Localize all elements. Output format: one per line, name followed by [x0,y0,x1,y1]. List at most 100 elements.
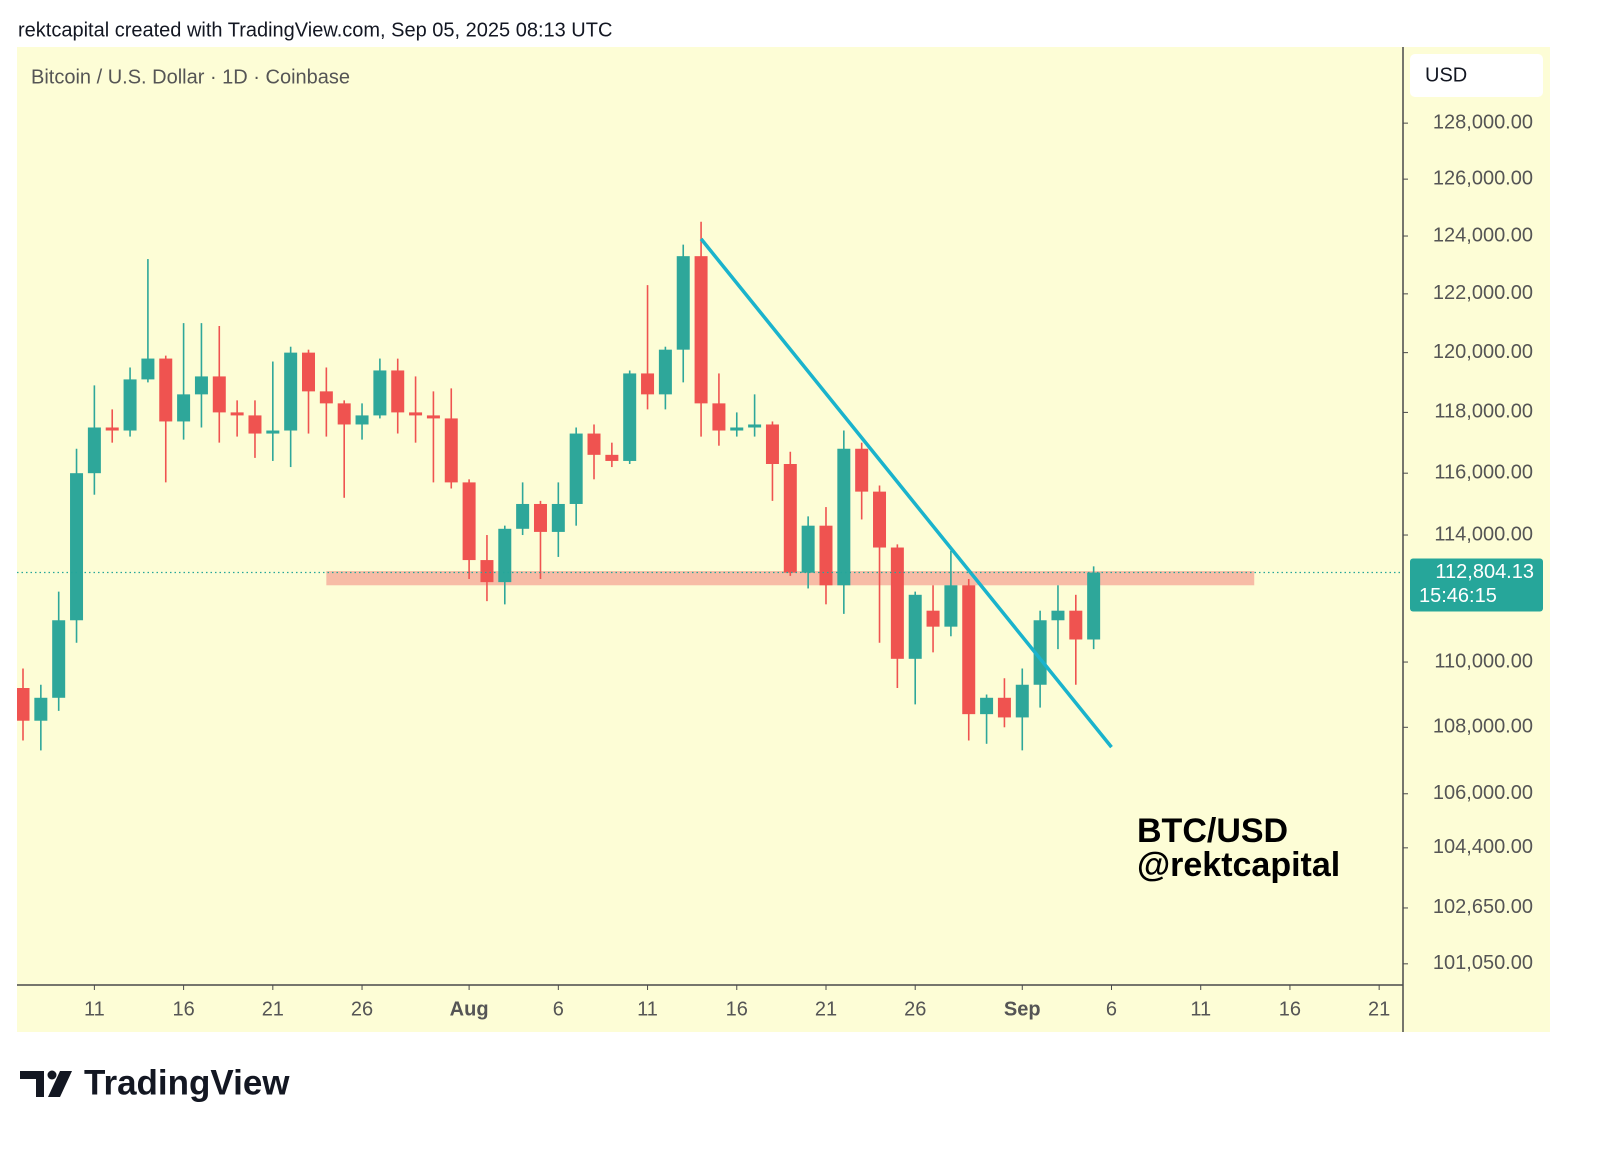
y-tick-label: 126,000.00 [1433,167,1533,189]
candle-body [426,415,440,419]
candle-body [605,454,619,461]
trendline [699,237,1113,749]
logo-icon [48,1071,72,1097]
x-tick-label: 11 [84,998,105,1020]
candle-body [1015,684,1029,718]
x-tick-label: 26 [904,998,926,1020]
x-tick-label: 11 [637,998,658,1020]
candle-body [533,503,547,532]
candle-body [462,482,476,561]
candle-body [801,525,815,573]
candle-body [337,403,351,425]
candle-body [980,697,994,715]
watermark-line: BTC/USD [1137,812,1288,850]
currency-label: USD [1425,64,1467,86]
x-tick-label: 21 [815,998,837,1020]
x-tick-label: 16 [726,998,748,1020]
candle-body [516,503,530,529]
y-tick-label: 124,000.00 [1433,224,1533,246]
candle-body [926,610,940,627]
y-tick-label: 128,000.00 [1433,111,1533,133]
candle-body [159,358,173,422]
plot-area [17,221,1255,751]
watermark-line: @rektcapital [1137,846,1340,884]
candle-body [355,415,369,425]
logo-text: TradingView [84,1063,290,1102]
candle-body [105,427,119,431]
candle-body [890,547,904,659]
x-tick-label: 26 [351,998,373,1020]
header-text: rektcapital created with TradingView.com… [18,19,612,41]
candle-body [748,424,762,428]
x-tick-label: 6 [553,998,564,1020]
y-tick-label: 101,050.00 [1433,952,1533,974]
candle-body [658,349,672,395]
tradingview-logo: TradingView [20,1063,290,1102]
candle-body [444,418,458,483]
y-tick-label: 114,000.00 [1434,523,1533,545]
candle-body [248,415,262,434]
candle-body [70,473,84,621]
candle-body [141,358,155,380]
y-tick-label: 102,650.00 [1433,896,1533,918]
support-zone [326,571,1255,586]
x-tick-label: 11 [1190,998,1211,1020]
candle-body [52,620,66,698]
candle-body [17,687,30,721]
candle-body [284,352,298,431]
candle-body [908,594,922,659]
y-tick-label: 118,000.00 [1434,401,1533,423]
candle-body [123,379,137,431]
candle-body [569,433,583,504]
y-tick-label: 122,000.00 [1433,282,1533,304]
x-tick-label: 21 [1368,998,1390,1020]
candle-body [302,352,316,392]
y-tick-label: 110,000.00 [1434,650,1533,672]
x-tick-label: 16 [1279,998,1301,1020]
candle-body [409,412,423,416]
y-tick-label: 116,000.00 [1434,461,1533,483]
x-tick-label: Aug [450,998,489,1020]
candle-body [551,503,565,532]
x-tick-label: 6 [1106,998,1117,1020]
candle-body [587,433,601,455]
y-tick-label: 104,400.00 [1433,836,1533,858]
candle-body [373,370,387,416]
logo-icon [47,1070,57,1080]
candle-body [87,427,101,474]
candle-body [212,376,226,413]
last-price-label: 112,804.13 [1435,561,1534,583]
candle-body [34,697,48,721]
candle-body [962,585,976,715]
x-tick-label: 16 [172,998,194,1020]
y-tick-label: 120,000.00 [1433,341,1533,363]
countdown-label: 15:46:15 [1419,585,1497,607]
candle-body [997,697,1011,718]
logo-icon [20,1071,44,1097]
candle-body [1087,572,1101,640]
candle-body [194,376,208,395]
currency-box [1410,54,1543,97]
chart-title: Bitcoin / U.S. Dollar · 1D · Coinbase [31,66,350,88]
chart-background [17,47,1550,1032]
candle-body [765,424,779,465]
candle-body [855,448,869,492]
candle-body [391,370,405,413]
candle-body [730,427,744,431]
candle-body [177,394,191,422]
candle-body [641,373,655,395]
x-tick-label: 21 [262,998,284,1020]
y-tick-label: 106,000.00 [1433,782,1533,804]
candle-body [1033,620,1047,685]
candle-body [944,585,958,627]
candle-body [266,430,280,434]
candle-body [676,256,690,350]
candle-body [694,256,708,404]
candle-body [819,525,833,586]
candle-body [837,448,851,586]
candle-body [712,403,726,431]
candle-body [480,560,494,583]
candle-body [1069,610,1083,640]
candle-body [783,464,797,573]
